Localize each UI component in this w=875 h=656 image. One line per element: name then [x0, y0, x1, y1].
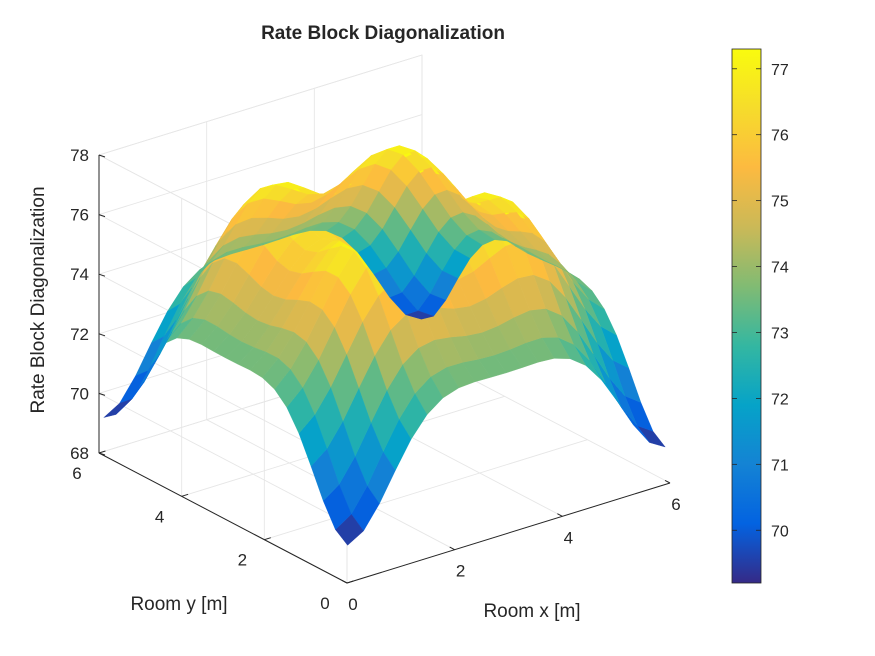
chart-title: Rate Block Diagonalization	[261, 23, 505, 44]
colorbar-tick-label: 77	[771, 62, 789, 79]
x-tick-label: 4	[564, 528, 573, 547]
colorbar-ticks: 70 71 72 73 74 75 76 77	[732, 62, 789, 540]
colorbar	[731, 48, 762, 584]
y-tick-mark	[181, 493, 189, 497]
z-tick-label: 70	[70, 384, 89, 403]
y-tick-label: 6	[72, 464, 81, 483]
colorbar-tick-label: 72	[771, 391, 789, 408]
y-tick-mark	[98, 450, 106, 454]
z-tick-label: 68	[70, 444, 89, 463]
x-tick-mark	[341, 579, 348, 584]
y-tick-label: 0	[320, 594, 329, 613]
x-tick-mark	[449, 546, 455, 551]
x-axis-line	[346, 482, 671, 584]
gridline-floor-y	[264, 439, 588, 541]
y-axis-label: Room y [m]	[130, 594, 227, 615]
y-tick-label: 2	[238, 551, 247, 570]
colorbar-tick-label: 71	[771, 457, 789, 474]
x-tick-label: 0	[348, 595, 357, 614]
surface-patch	[103, 399, 132, 418]
z-tick-mark	[98, 333, 106, 337]
z-tick-mark	[98, 154, 106, 158]
y-tick-mark	[346, 580, 354, 584]
z-tick-mark	[98, 214, 106, 218]
colorbar-tick-label: 74	[771, 260, 789, 277]
z-tick-mark	[98, 452, 106, 456]
z-tick-mark	[98, 273, 106, 277]
x-tick-label: 6	[671, 495, 680, 514]
colorbar-tick-label: 75	[771, 194, 789, 211]
y-axis-line	[98, 452, 348, 584]
z-tick-label: 78	[70, 146, 89, 165]
z-tick-label: 72	[70, 325, 89, 344]
x-tick-label: 2	[456, 562, 465, 581]
colorbar-tick-label: 70	[771, 523, 789, 540]
x-axis-label: Room x [m]	[483, 601, 580, 622]
x-tick-mark	[557, 513, 563, 517]
y-tick-mark	[264, 537, 271, 541]
z-tick-mark	[98, 392, 106, 396]
axis-lines	[98, 154, 671, 584]
x-tick-mark	[664, 479, 671, 484]
z-axis-label: Rate Block Diagonalization	[28, 186, 49, 413]
colorbar-tick-label: 76	[771, 128, 789, 145]
z-tick-label: 74	[70, 265, 89, 284]
colorbar-tick-label: 73	[771, 325, 789, 342]
z-tick-label: 76	[70, 206, 89, 225]
y-tick-label: 4	[155, 507, 164, 526]
surface-mesh	[103, 145, 666, 546]
